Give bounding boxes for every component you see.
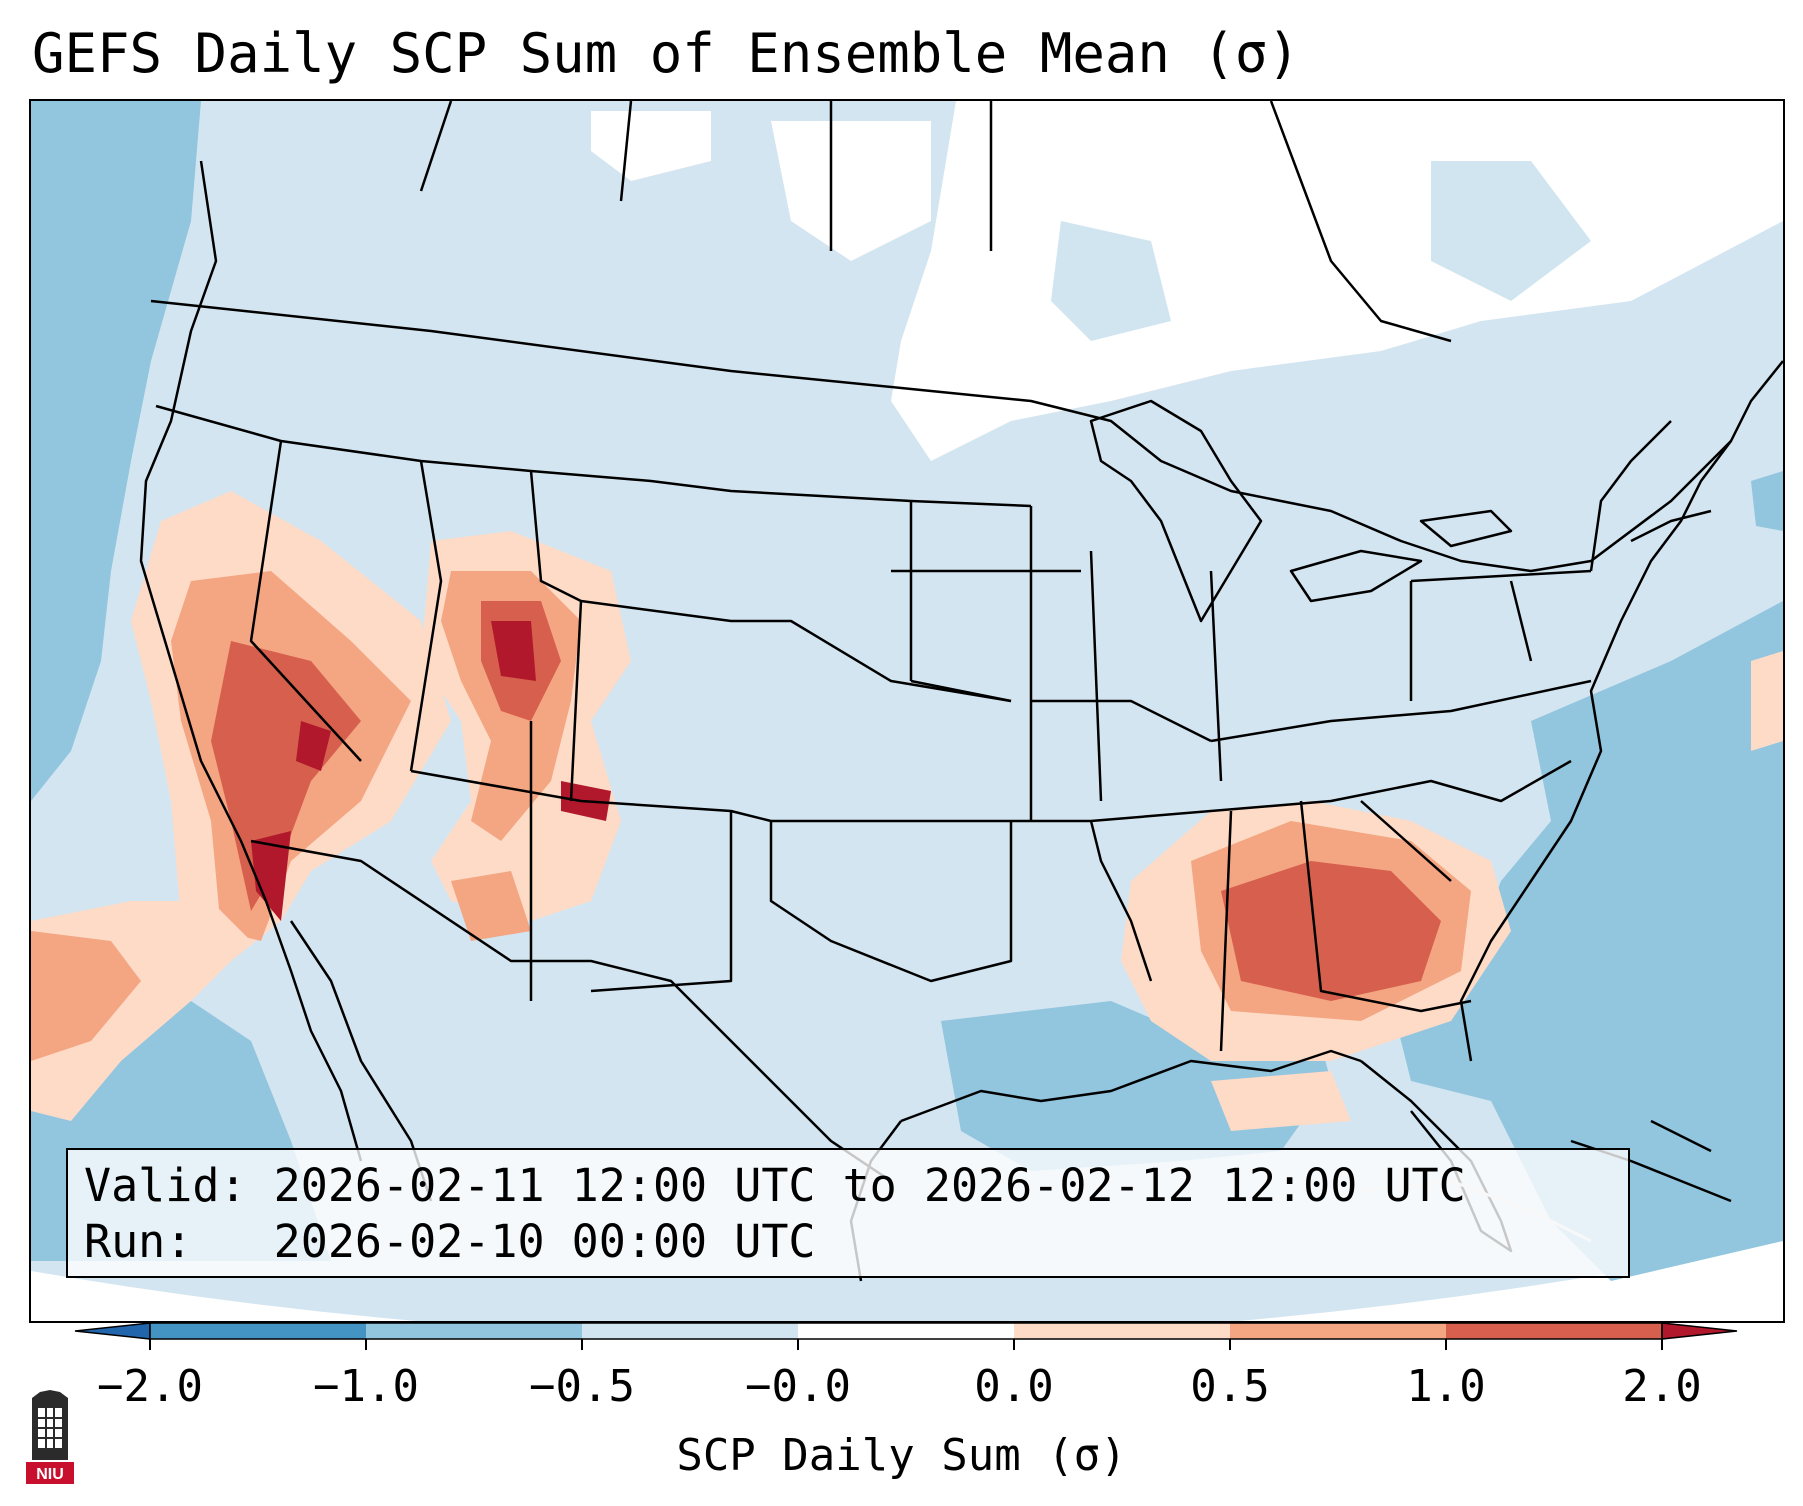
colorbar-bin-1 [150, 1323, 366, 1339]
university-tower-icon [32, 1390, 68, 1460]
california-positive-high [211, 641, 361, 911]
colorbar-outline [149, 1322, 1663, 1340]
colorbar-tick-label: 1.0 [1406, 1361, 1486, 1412]
canada-west-white-patch [771, 121, 931, 261]
east-atlantic-small [1751, 471, 1783, 531]
gulf-positive-light [1211, 1071, 1351, 1131]
us-canada-border [150, 299, 1732, 573]
state-lines-west [155, 404, 1032, 1001]
colorbar-tick-label: 2.0 [1622, 1361, 1702, 1412]
colorbar-tick-label: 0.5 [1190, 1361, 1270, 1412]
pacific-positive-mid [31, 931, 141, 1061]
utah-positive-max [491, 621, 536, 681]
run-time-value: 2026-02-10 00:00 UTC [273, 1215, 816, 1268]
atlantic-positive [1751, 651, 1783, 751]
canada-mid-white-patch [591, 111, 711, 181]
colorbar-tick-label: −1.0 [313, 1361, 419, 1412]
colorbar-bin-2 [366, 1323, 582, 1339]
southeast-positive-high [1221, 861, 1441, 1001]
california-positive-max-2 [296, 721, 331, 771]
colorbar [74, 1322, 1738, 1350]
pacific-negative-field [31, 101, 201, 801]
california-positive-max [251, 831, 291, 921]
colorbar-tick-label: 0.0 [974, 1361, 1054, 1412]
colorbar-bin-6 [1230, 1323, 1446, 1339]
canada-east-light-patch [1051, 221, 1171, 341]
state-lines-central [891, 501, 1572, 982]
map-svg [31, 101, 1783, 1321]
map-panel[interactable] [29, 99, 1785, 1323]
west-coast [139, 160, 363, 1162]
quebec-light-patch [1431, 161, 1591, 301]
new-england [1589, 420, 1712, 572]
valid-run-info-box: Valid: 2026-02-11 12:00 UTC to 2026-02-1… [66, 1148, 1630, 1278]
valid-label: Valid: [84, 1159, 247, 1212]
colorbar-bin-3 [582, 1323, 798, 1339]
colorbar-tick-marks [149, 1339, 1663, 1350]
colorbar-bin-5 [1014, 1323, 1230, 1339]
colorbar-label: SCP Daily Sum (σ) [676, 1430, 1127, 1481]
valid-time-value: 2026-02-11 12:00 UTC to 2026-02-12 12:00… [273, 1159, 1466, 1212]
niu-logo: NIU [26, 1390, 74, 1484]
lake-ontario [1419, 509, 1513, 548]
lake-erie [1289, 549, 1423, 603]
map-title: GEFS Daily SCP Sum of Ensemble Mean (σ) [32, 22, 1300, 85]
canada-provinces [419, 101, 993, 251]
atlantic-negative-field [1391, 601, 1783, 1281]
colorbar-bin-7 [1446, 1323, 1662, 1339]
canada-near-zero-field [891, 101, 1783, 461]
state-lines-east [1089, 550, 1592, 1052]
run-label: Run: [84, 1215, 193, 1268]
colorbar-extend-high [1661, 1322, 1738, 1340]
niu-logo-text: NIU [36, 1466, 64, 1483]
hudson-bay-edge [1269, 101, 1452, 343]
us-mexico-border [250, 839, 892, 1183]
colorbar-tick-label: −2.0 [97, 1361, 203, 1412]
domain-edge [31, 1241, 1783, 1321]
colorbar-bin-4 [798, 1323, 1014, 1339]
arizona-positive [451, 871, 531, 941]
colorbar-extend-low [74, 1322, 151, 1340]
gulf-coast [900, 1049, 1362, 1123]
colorbar-tick-label: −0.0 [745, 1361, 851, 1412]
colorbar-tick-label: −0.5 [529, 1361, 635, 1412]
great-lakes [1089, 399, 1263, 623]
